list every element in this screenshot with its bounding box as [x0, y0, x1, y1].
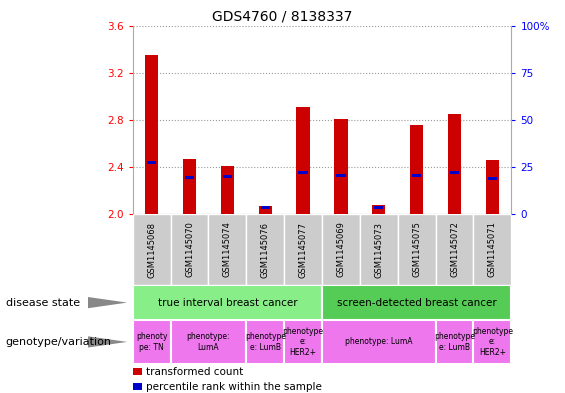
Bar: [133, 383, 142, 390]
Bar: [448, 114, 461, 214]
Bar: [473, 320, 511, 364]
Bar: [297, 107, 310, 214]
Text: phenotype
e: LumB: phenotype e: LumB: [434, 332, 475, 352]
Text: phenotype: LumA: phenotype: LumA: [345, 338, 412, 346]
Text: percentile rank within the sample: percentile rank within the sample: [146, 382, 322, 391]
Text: GSM1145071: GSM1145071: [488, 222, 497, 277]
Bar: [185, 176, 194, 179]
Text: GSM1145070: GSM1145070: [185, 222, 194, 277]
Bar: [412, 174, 421, 177]
Bar: [436, 214, 473, 285]
Polygon shape: [88, 297, 127, 308]
Bar: [183, 159, 196, 214]
Bar: [473, 214, 511, 285]
Text: GSM1145076: GSM1145076: [261, 222, 270, 277]
Text: GSM1145068: GSM1145068: [147, 222, 156, 277]
Text: screen-detected breast cancer: screen-detected breast cancer: [337, 298, 497, 308]
Text: genotype/variation: genotype/variation: [6, 337, 112, 347]
Bar: [284, 320, 322, 364]
Bar: [171, 320, 246, 364]
Bar: [450, 171, 459, 174]
Text: phenotype
e:
HER2+: phenotype e: HER2+: [282, 327, 324, 357]
Bar: [336, 174, 346, 177]
Bar: [488, 177, 497, 180]
Text: GSM1145074: GSM1145074: [223, 222, 232, 277]
Bar: [147, 161, 157, 164]
Text: GSM1145077: GSM1145077: [299, 222, 307, 277]
Bar: [322, 285, 511, 320]
Bar: [133, 285, 322, 320]
Text: GSM1145072: GSM1145072: [450, 222, 459, 277]
Bar: [410, 125, 423, 214]
Bar: [298, 171, 308, 174]
Text: true interval breast cancer: true interval breast cancer: [158, 298, 297, 308]
Bar: [246, 320, 284, 364]
Text: GSM1145073: GSM1145073: [375, 222, 383, 277]
Text: phenoty
pe: TN: phenoty pe: TN: [136, 332, 167, 352]
Text: GSM1145075: GSM1145075: [412, 222, 421, 277]
Bar: [221, 166, 234, 214]
Bar: [208, 214, 246, 285]
Bar: [260, 206, 270, 209]
Bar: [284, 214, 322, 285]
Text: GDS4760 / 8138337: GDS4760 / 8138337: [212, 10, 353, 24]
Text: phenotype
e:
HER2+: phenotype e: HER2+: [472, 327, 513, 357]
Text: transformed count: transformed count: [146, 367, 244, 377]
Bar: [133, 214, 171, 285]
Bar: [436, 320, 473, 364]
Bar: [246, 214, 284, 285]
Bar: [322, 214, 360, 285]
Bar: [223, 175, 232, 178]
Bar: [486, 160, 499, 214]
Bar: [171, 214, 208, 285]
Bar: [133, 320, 171, 364]
Text: phenotype
e: LumB: phenotype e: LumB: [245, 332, 286, 352]
Bar: [259, 206, 272, 214]
Bar: [360, 214, 398, 285]
Bar: [398, 214, 436, 285]
Bar: [374, 206, 384, 209]
Text: GSM1145069: GSM1145069: [337, 222, 345, 277]
Bar: [322, 320, 436, 364]
Bar: [334, 119, 347, 214]
Bar: [133, 368, 142, 375]
Polygon shape: [88, 336, 127, 347]
Bar: [372, 205, 385, 214]
Bar: [145, 55, 158, 214]
Text: phenotype:
LumA: phenotype: LumA: [187, 332, 230, 352]
Text: disease state: disease state: [6, 298, 80, 308]
